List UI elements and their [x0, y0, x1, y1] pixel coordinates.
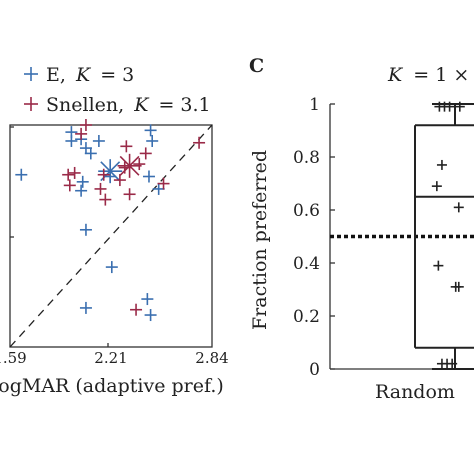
point-e	[65, 134, 78, 147]
panel-label-c: C	[249, 55, 264, 77]
point-e	[144, 309, 157, 322]
point-snellen	[79, 119, 92, 131]
scatter-x-tick-label: 2.21	[94, 349, 127, 367]
point-e	[144, 124, 157, 137]
point-snellen	[97, 168, 110, 181]
scatter-x-axis-label: logMAR (adaptive pref.)	[0, 375, 224, 397]
box-data-point	[453, 202, 464, 213]
box-y-tick-label: 0	[309, 360, 320, 380]
point-e	[141, 293, 154, 306]
point-snellen	[99, 193, 112, 206]
point-e	[79, 142, 92, 155]
box-y-tick-label: 0.2	[293, 307, 320, 327]
mean-marker-snellen-d2	[119, 155, 140, 176]
box-data-point	[431, 181, 442, 192]
point-e	[105, 261, 118, 274]
box-data-point	[454, 101, 465, 112]
point-e	[75, 184, 88, 197]
point-e	[76, 175, 89, 188]
box-x-tick-label-random: Random	[375, 381, 455, 403]
point-e	[84, 147, 97, 160]
box-data-point	[444, 101, 455, 112]
mean-marker-snellen	[117, 153, 142, 178]
point-snellen	[193, 136, 206, 149]
point-snellen	[123, 188, 136, 201]
legend-label-snellen: Snellen, K = 3.1	[46, 94, 211, 116]
scatter-x-tick-label: 1.59	[0, 349, 27, 367]
point-snellen	[113, 174, 126, 187]
legend-marker-snellen	[24, 97, 38, 111]
box-y-tick-label: 0.4	[293, 254, 320, 274]
point-e	[142, 170, 155, 183]
point-e	[79, 223, 92, 236]
point-snellen	[75, 127, 88, 140]
point-e	[146, 134, 159, 147]
legend-marker-e	[24, 67, 38, 81]
box-y-tick-label: 0.8	[293, 148, 320, 168]
point-e	[92, 134, 105, 147]
legend: E, K = 3 Snellen, K = 3.1	[24, 64, 211, 116]
box-y-tick-label: 1	[309, 95, 320, 115]
legend-label-e: E, K = 3	[46, 64, 134, 86]
point-snellen	[68, 166, 81, 179]
point-e	[152, 182, 165, 195]
box-data-point	[447, 358, 458, 369]
panel-c-title: K = 1 ×	[387, 64, 469, 86]
scatter-axes-frame	[9, 124, 213, 348]
point-snellen	[133, 158, 146, 171]
box-panel: C K = 1 × 0 0.2 0.4 0.6 0.8 1 Fraction prefer…	[249, 55, 474, 403]
point-snellen	[130, 303, 143, 316]
point-snellen	[63, 179, 76, 192]
point-snellen	[120, 140, 133, 153]
box-data-point	[436, 159, 447, 170]
point-snellen	[62, 168, 75, 181]
box-data-point	[433, 260, 444, 271]
point-snellen	[139, 147, 152, 160]
point-snellen	[157, 177, 170, 190]
point-snellen	[94, 182, 107, 195]
point-e	[79, 301, 92, 314]
box-y-axis-label: Fraction preferred	[249, 150, 271, 330]
scatter-panel: E, K = 3 Snellen, K = 3.1 1.59 2.21 2.84 l…	[0, 64, 229, 397]
box-y-tick-label: 0.6	[293, 201, 320, 221]
point-e	[15, 168, 28, 181]
box-data-point	[453, 281, 464, 292]
identity-diagonal-line	[9, 124, 213, 348]
scatter-x-tick-label: 2.84	[195, 349, 228, 367]
